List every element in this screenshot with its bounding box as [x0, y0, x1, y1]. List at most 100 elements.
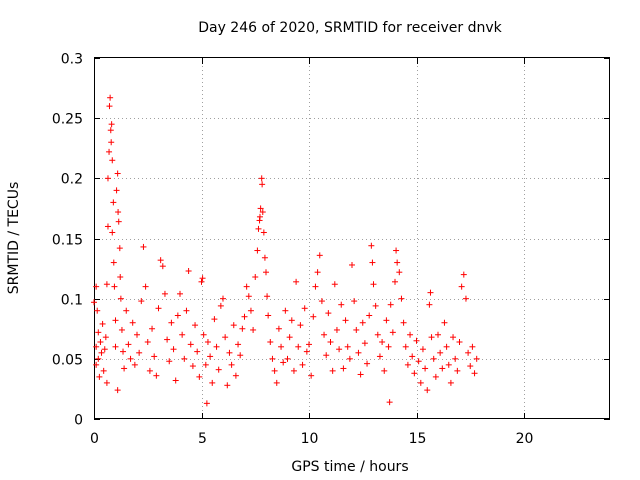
data-point — [387, 301, 394, 308]
data-point — [118, 326, 125, 333]
data-point — [385, 343, 392, 350]
data-point — [181, 355, 188, 362]
data-point — [106, 103, 113, 110]
data-point — [284, 355, 291, 362]
data-point — [194, 348, 201, 355]
data-point — [121, 365, 128, 372]
data-point — [254, 247, 261, 254]
data-point — [136, 349, 143, 356]
data-point — [267, 338, 274, 345]
data-point — [327, 338, 334, 345]
data-point — [151, 353, 158, 360]
data-point — [297, 322, 304, 329]
data-point — [108, 121, 115, 128]
data-point — [454, 367, 461, 374]
data-point — [110, 199, 117, 206]
data-point — [282, 307, 289, 314]
data-point — [316, 252, 323, 259]
data-point — [95, 355, 102, 362]
data-point — [258, 175, 265, 182]
data-point — [407, 331, 414, 338]
data-point — [372, 302, 379, 309]
data-point — [379, 338, 386, 345]
data-point — [198, 278, 205, 285]
data-point — [247, 307, 254, 314]
data-point — [161, 290, 168, 297]
data-point — [381, 367, 388, 374]
data-point — [241, 313, 248, 320]
data-point — [359, 319, 366, 326]
data-point — [340, 365, 347, 372]
data-point — [112, 317, 119, 324]
y-tick-label: 0.3 — [61, 52, 83, 68]
data-point — [94, 307, 101, 314]
data-point — [110, 259, 117, 266]
data-point — [245, 293, 252, 300]
data-point — [443, 343, 450, 350]
data-point — [450, 334, 457, 341]
data-point — [338, 301, 345, 308]
data-point — [250, 326, 257, 333]
data-point — [409, 353, 416, 360]
data-point — [108, 139, 115, 146]
data-point — [314, 269, 321, 276]
data-point — [185, 267, 192, 274]
data-point — [104, 223, 111, 230]
data-point — [426, 301, 433, 308]
data-point — [149, 325, 156, 332]
data-point — [336, 346, 343, 353]
data-point — [215, 366, 222, 373]
data-point — [257, 205, 264, 212]
data-point — [271, 367, 278, 374]
data-point — [383, 317, 390, 324]
data-point — [172, 377, 179, 384]
data-point — [103, 281, 110, 288]
y-tick-label: 0 — [74, 413, 83, 429]
data-point — [187, 341, 194, 348]
data-point — [376, 353, 383, 360]
data-point — [159, 263, 166, 270]
data-point — [140, 243, 147, 250]
data-point — [196, 373, 203, 380]
data-point — [432, 373, 439, 380]
data-point — [301, 305, 308, 312]
data-point — [157, 257, 164, 264]
data-point — [166, 358, 173, 365]
data-point — [211, 316, 218, 323]
data-point — [235, 341, 242, 348]
data-point — [203, 400, 210, 407]
data-point — [115, 209, 122, 216]
point-layer — [91, 94, 480, 407]
data-point — [199, 275, 206, 282]
data-point — [357, 371, 364, 378]
data-point — [155, 305, 162, 312]
data-point — [396, 269, 403, 276]
data-point — [452, 355, 459, 362]
data-point — [469, 343, 476, 350]
data-point — [439, 365, 446, 372]
data-point — [115, 218, 122, 225]
data-point — [456, 338, 463, 345]
data-point — [226, 349, 233, 356]
data-point — [101, 346, 108, 353]
data-point — [174, 312, 181, 319]
x-tick-label: 10 — [301, 431, 319, 447]
data-point — [146, 367, 153, 374]
data-point — [321, 331, 328, 338]
data-point — [306, 341, 312, 348]
data-point — [232, 372, 239, 379]
data-point — [286, 334, 293, 341]
data-point — [93, 361, 100, 368]
data-point — [104, 175, 111, 182]
data-point — [344, 343, 351, 350]
data-point — [413, 337, 420, 344]
data-point — [224, 382, 231, 389]
data-point — [131, 361, 138, 368]
y-axis-label: SRMTID / TECUs — [6, 182, 22, 295]
data-point — [265, 312, 272, 319]
tick-layer: 0 5 10 15 20 0 0.05 0.1 0.15 0.2 0.25 0.3 — [52, 52, 610, 447]
y-tick-label: 0.05 — [52, 353, 83, 369]
data-point — [114, 170, 121, 177]
data-point — [288, 317, 295, 324]
